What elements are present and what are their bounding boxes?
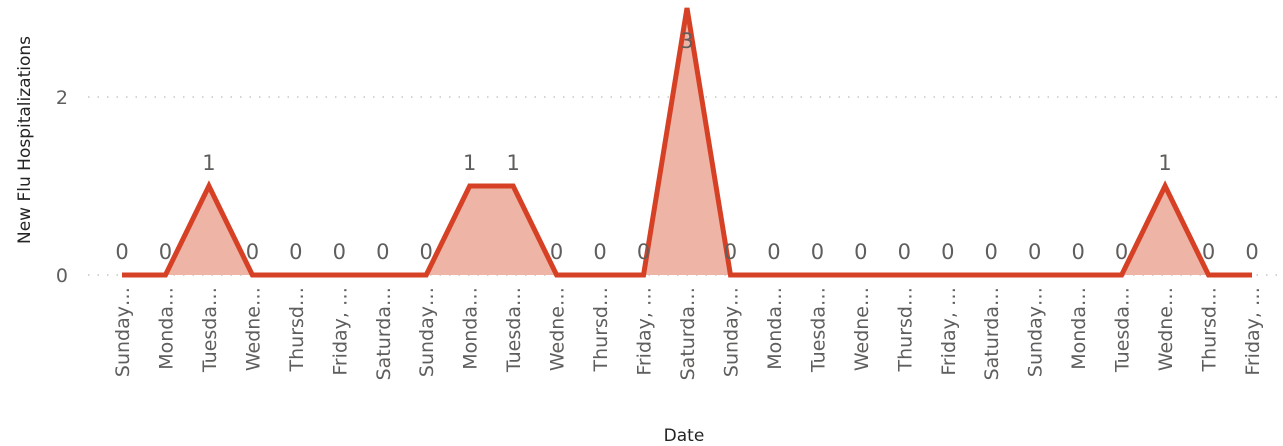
- area-fill: [122, 8, 1252, 275]
- x-tick-label: Saturda…: [373, 287, 395, 380]
- series-line: [122, 7, 1252, 278]
- data-label: 0: [811, 240, 824, 264]
- x-tick-label: Tuesda…: [503, 287, 525, 373]
- data-label: 0: [1245, 240, 1258, 264]
- x-tick-label: Wedne…: [1155, 287, 1177, 371]
- data-label: 0: [1115, 240, 1128, 264]
- y-axis-ticks: 02: [56, 87, 68, 287]
- data-label: 0: [333, 240, 346, 264]
- data-label: 0: [854, 240, 867, 264]
- x-tick-label: Monda…: [460, 287, 482, 370]
- x-tick-label: Thursd…: [590, 287, 612, 372]
- x-tick-label: Sunday…: [416, 287, 438, 377]
- data-label: 0: [420, 240, 433, 264]
- x-axis-ticks: Sunday… Monda… Tuesda… Wedne… Thursd… Friday,…: [112, 287, 1264, 380]
- data-label: 0: [724, 240, 737, 264]
- x-tick-label: Monda…: [155, 287, 177, 370]
- y-tick-label: 2: [56, 87, 68, 109]
- x-axis-title: Date: [664, 426, 705, 446]
- data-label: 0: [289, 240, 302, 264]
- x-tick-label: Sunday…: [112, 287, 134, 377]
- y-tick-label: 0: [56, 265, 68, 287]
- x-tick-label: Wedne…: [242, 287, 264, 371]
- data-labels: 0 0 1 0 0 0 0 0 1 1 0 0 0 3 0 0 0 0 0 0 0 0 0 0 1 0 0: [115, 29, 1258, 264]
- data-label: 0: [985, 240, 998, 264]
- data-label: 0: [1071, 240, 1084, 264]
- data-label: 0: [376, 240, 389, 264]
- x-tick-label: Tuesda…: [1112, 287, 1134, 373]
- data-label: 0: [637, 240, 650, 264]
- x-tick-label: Saturda…: [981, 287, 1003, 380]
- x-tick-label: Thursd…: [286, 287, 308, 372]
- data-label: 0: [246, 240, 259, 264]
- x-tick-label: Friday, …: [329, 287, 351, 376]
- x-tick-label: Wedne…: [547, 287, 569, 371]
- series-polyline: [122, 7, 1252, 278]
- data-label: 0: [159, 240, 172, 264]
- x-tick-label: Sunday…: [720, 287, 742, 377]
- data-label: 0: [898, 240, 911, 264]
- x-tick-label: Tuesda…: [807, 287, 829, 373]
- data-label: 0: [767, 240, 780, 264]
- data-label: 0: [1202, 240, 1215, 264]
- series-area: [122, 8, 1252, 275]
- data-label: 0: [941, 240, 954, 264]
- x-tick-label: Monda…: [764, 287, 786, 370]
- data-label: 0: [550, 240, 563, 264]
- y-axis-title: New Flu Hospitalizations: [15, 36, 35, 244]
- data-label: 0: [593, 240, 606, 264]
- x-tick-label: Friday, …: [634, 287, 656, 376]
- x-tick-label: Tuesda…: [199, 287, 221, 373]
- data-label: 1: [463, 151, 476, 175]
- data-label: 1: [1158, 151, 1171, 175]
- x-tick-label: Sunday…: [1025, 287, 1047, 377]
- x-tick-label: Saturda…: [677, 287, 699, 380]
- data-label: 1: [506, 151, 519, 175]
- data-label: 1: [202, 151, 215, 175]
- x-tick-label: Monda…: [1068, 287, 1090, 370]
- x-tick-label: Wedne…: [851, 287, 873, 371]
- data-label: 3: [680, 29, 693, 53]
- x-tick-label: Friday, …: [1242, 287, 1264, 376]
- x-tick-label: Friday, …: [938, 287, 960, 376]
- x-tick-label: Thursd…: [894, 287, 916, 372]
- x-tick-label: Thursd…: [1199, 287, 1221, 372]
- data-label: 0: [1028, 240, 1041, 264]
- data-label: 0: [115, 240, 128, 264]
